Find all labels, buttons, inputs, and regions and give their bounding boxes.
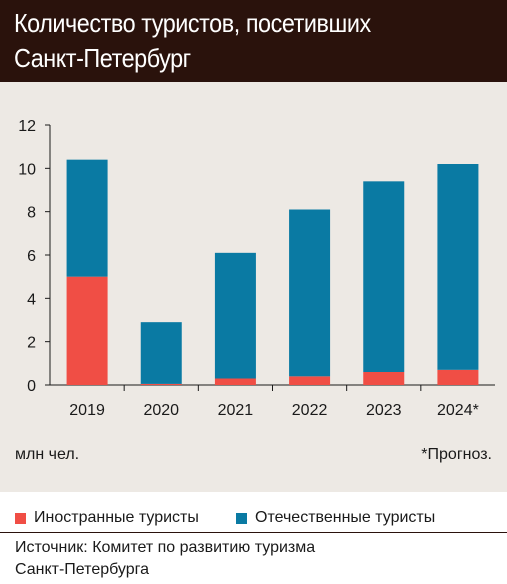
- title-bar: Количество туристов, посетивших Санкт-Пе…: [0, 0, 507, 82]
- chart-title-line1: Количество туристов, посетивших: [14, 8, 371, 38]
- x-tick-label: 2021: [218, 402, 254, 419]
- bar-foreign-2024*: [437, 369, 479, 385]
- chart-title: Количество туристов, посетивших Санкт-Пе…: [14, 6, 446, 76]
- bar-domestic-2024*: [437, 164, 479, 370]
- bar-domestic-2021: [214, 252, 256, 379]
- x-tick-label: 2023: [366, 402, 402, 419]
- bar-foreign-2020: [140, 383, 182, 385]
- x-tick-label: 2019: [69, 402, 105, 419]
- chart-title-line2: Санкт-Петербург: [14, 43, 191, 73]
- bar-domestic-2020: [140, 322, 182, 384]
- y-tick-label: 8: [27, 205, 36, 222]
- y-tick-label: 2: [27, 335, 36, 352]
- y-tick-label: 4: [27, 291, 36, 308]
- bar-foreign-2023: [363, 372, 405, 385]
- y-tick-label: 0: [27, 378, 36, 395]
- legend-label-domestic: Отечественные туристы: [255, 509, 436, 526]
- y-tick-label: 6: [27, 248, 36, 265]
- bar-foreign-2021: [214, 378, 256, 385]
- y-tick-label: 12: [18, 118, 36, 135]
- x-tick-label: 2024*: [437, 402, 479, 419]
- source-line2: Санкт-Петербурга: [15, 561, 150, 578]
- bar-chart: 0 2 4 6 8 10 12 2019 2020 2021 2022 2023 2024*: [18, 118, 495, 419]
- legend-item-foreign: Иностранные туристы: [15, 509, 199, 527]
- unit-label: млн чел.: [15, 446, 80, 463]
- y-tick-label: 10: [18, 161, 36, 178]
- bar-domestic-2019: [66, 159, 108, 277]
- source-divider: [0, 532, 507, 533]
- legend-label-foreign: Иностранные туристы: [34, 509, 199, 526]
- bar-domestic-2023: [363, 181, 405, 372]
- legend-swatch-foreign: [15, 512, 26, 524]
- bar-domestic-2022: [289, 209, 331, 377]
- x-tick-label: 2022: [292, 402, 328, 419]
- bar-foreign-2022: [289, 376, 331, 385]
- x-tick-label: 2020: [143, 402, 179, 419]
- bar-foreign-2019: [66, 276, 108, 385]
- source-note: Источник: Комитет по развитию туризма Са…: [15, 537, 485, 581]
- legend-swatch-domestic: [236, 512, 247, 524]
- forecast-note: *Прогноз.: [421, 446, 492, 463]
- source-line1: Источник: Комитет по развитию туризма: [15, 539, 316, 556]
- legend: Иностранные туристы Отечественные турист…: [0, 501, 507, 531]
- legend-item-domestic: Отечественные туристы: [236, 509, 435, 527]
